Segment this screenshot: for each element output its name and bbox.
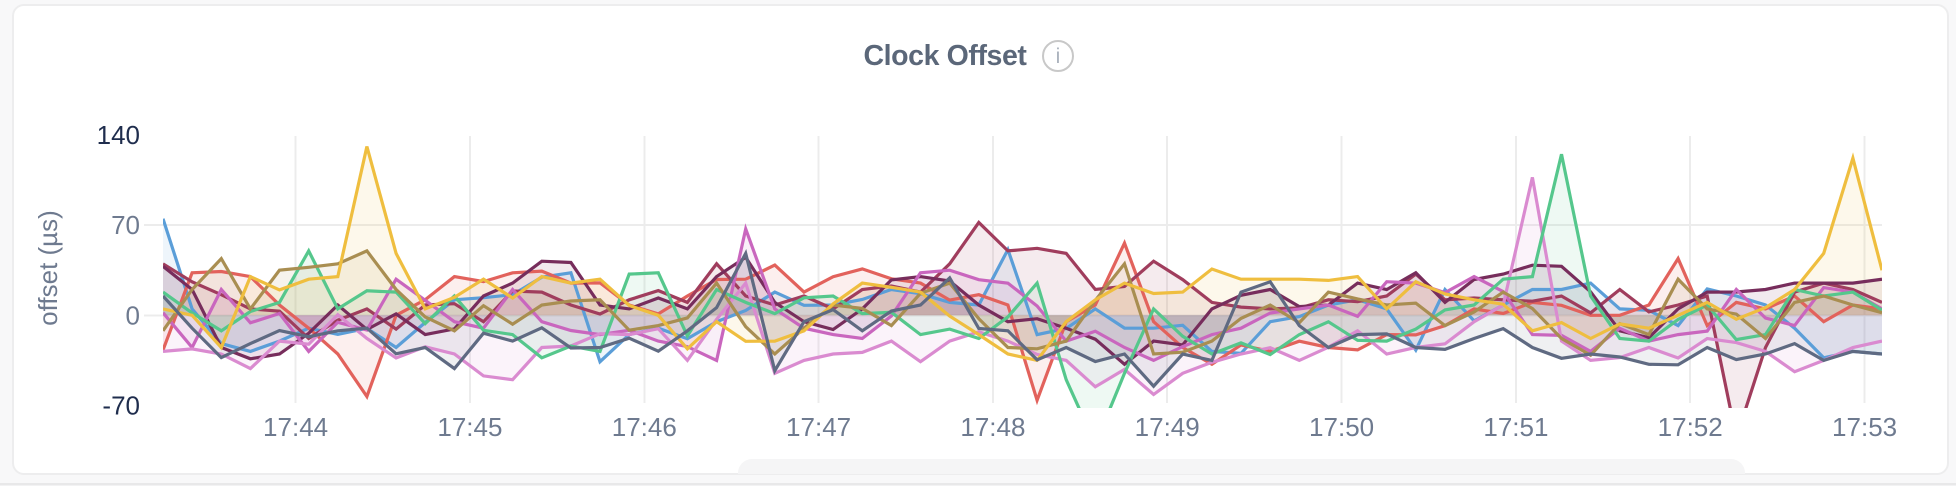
svg-text:17:47: 17:47	[786, 412, 851, 442]
svg-text:17:51: 17:51	[1483, 412, 1548, 442]
svg-text:17:50: 17:50	[1309, 412, 1374, 442]
svg-text:offset (µs): offset (µs)	[33, 210, 63, 326]
svg-text:17:53: 17:53	[1832, 412, 1897, 442]
svg-text:0: 0	[126, 300, 140, 330]
svg-text:140: 140	[97, 120, 140, 150]
svg-text:17:48: 17:48	[960, 412, 1025, 442]
svg-text:17:46: 17:46	[612, 412, 677, 442]
svg-text:70: 70	[111, 210, 140, 240]
svg-text:17:45: 17:45	[437, 412, 502, 442]
svg-text:17:44: 17:44	[263, 412, 328, 442]
svg-text:17:49: 17:49	[1135, 412, 1200, 442]
svg-text:-70: -70	[102, 391, 140, 421]
svg-text:17:52: 17:52	[1658, 412, 1723, 442]
